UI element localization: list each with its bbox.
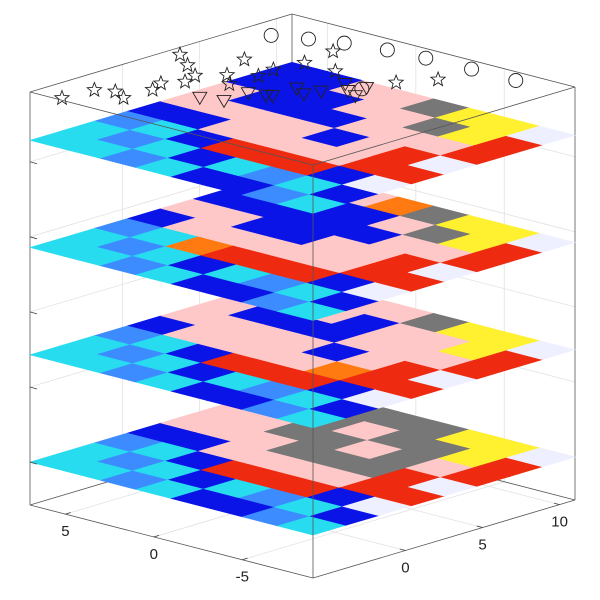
- box-edge: [291, 13, 576, 88]
- marker-triangle: [313, 85, 329, 99]
- marker-circle: [464, 61, 480, 77]
- marker-star: [115, 89, 132, 106]
- tick-mark: [29, 386, 38, 390]
- layer-cell: [505, 340, 577, 360]
- layer-cell: [505, 125, 577, 146]
- marker-circle: [418, 50, 434, 66]
- marker-triangle: [258, 89, 274, 104]
- marker-star: [144, 81, 161, 97]
- marker-star: [326, 62, 344, 79]
- marker-star: [387, 73, 405, 90]
- y-tick-label: 5: [478, 536, 486, 553]
- box-edge: [29, 91, 314, 166]
- tick-mark: [29, 236, 38, 240]
- marker-star: [220, 75, 238, 92]
- grid-line: [242, 481, 505, 561]
- marker-star: [106, 82, 124, 99]
- layer: [28, 61, 577, 214]
- box-edge: [29, 504, 314, 579]
- tick-mark: [29, 161, 38, 165]
- x-tick-label: -5: [236, 569, 249, 586]
- marker-circle: [508, 73, 524, 88]
- marker-triangle: [296, 88, 312, 102]
- tick-mark: [242, 557, 248, 561]
- tick-mark: [553, 502, 560, 505]
- marker-circle: [301, 31, 316, 47]
- layer-cell: [505, 447, 577, 468]
- marker-circle: [336, 35, 352, 51]
- marker-triangle: [347, 90, 364, 104]
- y-tick-label: 0: [401, 559, 409, 576]
- marker-triangle: [240, 87, 257, 101]
- marker-star: [152, 74, 170, 91]
- marker-star: [250, 67, 267, 84]
- marker-star: [218, 66, 236, 83]
- marker-circle: [379, 42, 395, 58]
- tick-mark: [29, 461, 38, 465]
- marker-triangle: [339, 85, 356, 99]
- marker-star: [171, 45, 189, 62]
- tick-mark: [29, 311, 38, 315]
- tick-mark: [399, 548, 406, 551]
- marker-circle: [263, 27, 279, 43]
- marker-circle: [354, 81, 370, 97]
- marker-star: [324, 42, 342, 59]
- marker-star: [179, 56, 196, 73]
- marker-star: [53, 89, 71, 106]
- tick-mark: [476, 525, 483, 528]
- marker-star: [296, 54, 313, 70]
- marker-star: [265, 60, 282, 77]
- marker-star: [235, 50, 253, 67]
- tick-mark: [153, 534, 160, 538]
- marker-triangle: [192, 91, 208, 106]
- marker-star: [86, 81, 103, 98]
- box-edge: [312, 86, 576, 166]
- marker-star: [186, 66, 204, 83]
- x-tick-label: 0: [150, 546, 158, 563]
- x-tick-label: 5: [61, 523, 69, 540]
- box-edge: [312, 499, 576, 579]
- marker-triangle: [358, 81, 375, 96]
- box-edge: [29, 13, 293, 93]
- marker-star: [176, 72, 194, 89]
- tick-mark: [65, 512, 71, 515]
- marker-star: [429, 70, 447, 87]
- y-tick-label: 10: [551, 514, 568, 531]
- marker-triangle: [216, 94, 232, 109]
- marker-triangle: [337, 78, 354, 92]
- layer-cell: [505, 233, 577, 253]
